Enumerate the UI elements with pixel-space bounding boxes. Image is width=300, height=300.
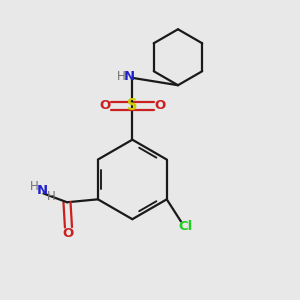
Text: H: H [117, 70, 125, 83]
Text: H: H [30, 180, 39, 193]
Text: N: N [37, 184, 48, 197]
Text: O: O [62, 227, 73, 240]
Text: S: S [127, 98, 138, 113]
Text: O: O [154, 99, 166, 112]
Text: H: H [47, 190, 56, 203]
Text: O: O [99, 99, 110, 112]
Text: N: N [124, 70, 135, 83]
Text: Cl: Cl [178, 220, 192, 233]
